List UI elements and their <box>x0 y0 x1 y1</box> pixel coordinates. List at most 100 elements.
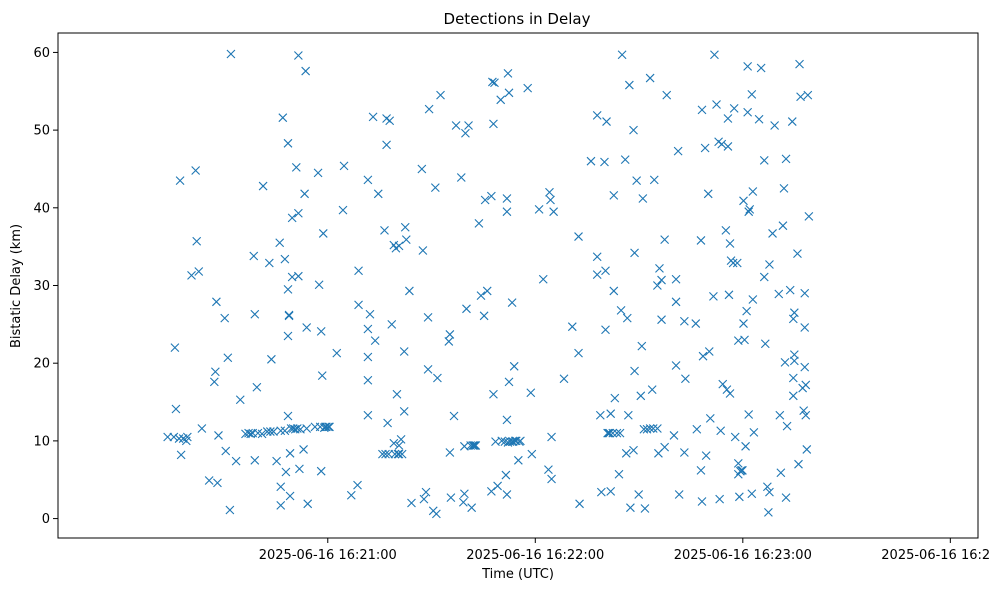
data-point <box>281 467 291 477</box>
data-point <box>392 389 402 399</box>
data-point <box>169 432 179 442</box>
data-point <box>723 114 733 123</box>
data-point <box>284 310 294 320</box>
data-point <box>696 236 706 245</box>
data-point <box>317 371 327 381</box>
data-point <box>756 63 766 73</box>
data-point <box>787 117 797 126</box>
data-point <box>739 319 748 328</box>
data-point <box>526 388 536 398</box>
data-point <box>176 450 186 460</box>
data-point <box>301 66 311 76</box>
data-point <box>458 497 468 507</box>
data-point <box>197 424 207 433</box>
data-point <box>629 125 638 135</box>
data-point <box>302 323 312 332</box>
data-point <box>718 379 728 389</box>
data-point <box>660 442 670 452</box>
data-point <box>433 373 442 383</box>
data-point <box>174 434 184 443</box>
data-point <box>191 166 201 175</box>
data-point <box>293 208 303 218</box>
data-point <box>363 175 373 185</box>
data-point <box>780 358 790 367</box>
data-point <box>800 323 810 332</box>
data-point <box>725 389 735 398</box>
data-point <box>776 468 786 478</box>
y-axis-label: Bistatic Delay (km) <box>9 224 24 348</box>
data-point <box>609 286 619 296</box>
data-point <box>354 300 363 310</box>
data-point <box>789 356 799 366</box>
data-point <box>192 236 202 246</box>
data-point <box>595 410 605 420</box>
data-point <box>596 487 606 497</box>
data-point <box>393 449 403 459</box>
data-point <box>544 465 553 475</box>
data-point <box>480 195 490 205</box>
data-point <box>710 50 719 60</box>
data-point <box>743 62 753 71</box>
data-point <box>316 466 326 476</box>
data-point <box>313 168 323 178</box>
data-point <box>609 190 619 200</box>
data-point <box>332 348 342 358</box>
data-point <box>496 95 506 105</box>
data-point <box>679 448 689 457</box>
data-point <box>250 309 260 319</box>
data-point <box>527 449 537 459</box>
points-layer <box>163 49 814 519</box>
data-point <box>681 374 690 384</box>
data-point <box>765 260 774 269</box>
data-point <box>523 83 533 93</box>
data-point <box>601 266 610 276</box>
data-point <box>559 374 569 384</box>
data-point <box>325 422 334 432</box>
data-point <box>640 504 650 513</box>
data-point <box>504 88 514 98</box>
data-point <box>283 411 293 421</box>
data-point <box>257 429 267 439</box>
data-point <box>616 305 626 315</box>
data-point <box>486 191 496 201</box>
data-point <box>516 436 525 446</box>
data-point <box>272 456 281 466</box>
data-point <box>469 441 479 450</box>
data-point <box>789 350 799 360</box>
data-point <box>363 410 373 420</box>
data-point <box>800 362 810 372</box>
data-point <box>538 274 548 284</box>
data-point <box>383 418 392 428</box>
data-point <box>638 194 648 203</box>
x-tick-label: 2025-06-16 16:23:00 <box>674 548 812 563</box>
data-point <box>545 187 554 197</box>
data-point <box>363 324 373 334</box>
data-point <box>249 251 259 261</box>
data-point <box>788 391 798 401</box>
data-point <box>604 428 614 438</box>
data-point <box>709 291 718 301</box>
data-point <box>213 478 222 488</box>
data-point <box>339 161 349 171</box>
data-point <box>502 207 512 217</box>
data-point <box>474 218 484 228</box>
data-point <box>704 347 714 356</box>
data-point <box>381 449 390 459</box>
data-point <box>534 204 544 214</box>
data-point <box>657 275 666 285</box>
data-point <box>803 90 813 100</box>
data-point <box>461 128 470 138</box>
data-point <box>692 424 702 434</box>
data-point <box>502 415 512 425</box>
data-point <box>789 308 799 318</box>
data-point <box>801 380 811 390</box>
data-point <box>302 424 312 433</box>
data-point <box>267 354 276 364</box>
data-point <box>293 271 303 281</box>
data-point <box>620 155 630 165</box>
data-point <box>378 449 387 459</box>
data-point <box>324 422 333 432</box>
data-point <box>280 426 290 436</box>
data-point <box>444 337 454 346</box>
